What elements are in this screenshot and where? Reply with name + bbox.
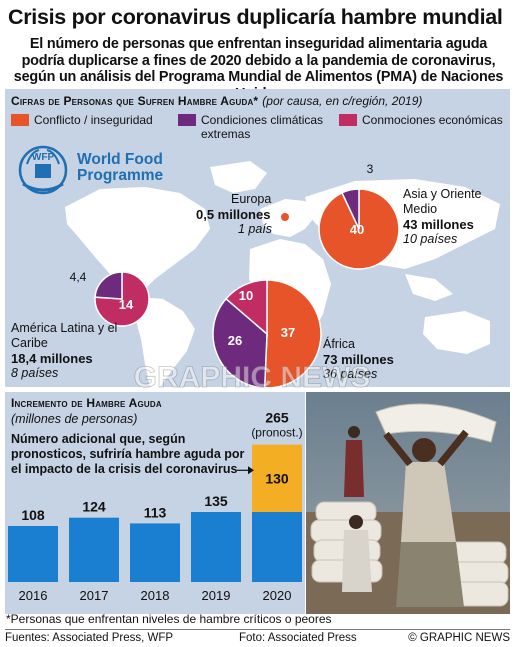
region-europe: Europa 0,5 millones 1 país — [196, 192, 311, 237]
footnote: *Personas que enfrentan niveles de hambr… — [6, 612, 332, 626]
x-tick-2020: 2020 — [263, 588, 292, 603]
africa-value: 73 millones — [323, 352, 394, 367]
europe-dot — [281, 213, 289, 221]
region-america: América Latina y el Caribe 18,4 millones… — [11, 321, 131, 381]
pie-africa-label-conflict: 37 — [281, 325, 295, 340]
bar-2019 — [191, 512, 241, 582]
wfp-badge: WFP — [32, 152, 55, 163]
data-label-2019: 135 — [204, 493, 228, 509]
europe-value: 0,5 millones — [196, 207, 271, 222]
page-title: Crisis por coronavirus duplicaría hambre… — [8, 5, 503, 29]
asia-countries: 10 países — [403, 232, 458, 246]
bars-heading: Incremento de Hambre Aguda — [11, 396, 162, 410]
america-name: América Latina y el Caribe — [11, 321, 118, 350]
map-panel: Cifras de Personas que Sufren Hambre Agu… — [5, 89, 510, 387]
europe-countries: 1 país — [238, 222, 273, 236]
photo — [306, 392, 510, 614]
bars-subheading: (millones de personas) — [11, 412, 138, 426]
legend-swatch-conflict — [11, 114, 29, 126]
pie-africa-slice-economic — [224, 279, 268, 336]
map-heading-note: (por causa, en c/región, 2019) — [262, 94, 423, 108]
bar-2020-increase — [252, 444, 302, 512]
wfp-logo-text: World Food Programme — [77, 152, 163, 184]
x-tick-2019: 2019 — [202, 588, 231, 603]
photo-image — [306, 392, 510, 614]
legend-swatch-climate — [178, 114, 196, 126]
pie-asia-label-conflict: 40 — [350, 222, 364, 237]
wfp-logo-line2: Programme — [77, 167, 164, 184]
pie-africa-slice-conflict — [263, 279, 322, 387]
legend-label-climate: Condiciones climáticas extremas — [201, 113, 324, 141]
america-countries: 8 países — [11, 366, 59, 380]
pie-africa-slice-climate — [212, 297, 268, 387]
bar-2016 — [8, 526, 58, 582]
pie-america-label-economic: 14 — [119, 297, 134, 312]
wfp-logo-icon: WFP — [18, 145, 68, 195]
footer-divider — [5, 629, 510, 630]
x-tick-2018: 2018 — [141, 588, 170, 603]
projection-label: (pronost.) — [251, 426, 302, 440]
region-africa: África 73 millones 36 países — [323, 337, 413, 382]
africa-countries: 36 países — [323, 367, 378, 381]
bar-chart-panel: Incremento de Hambre Aguda (millones de … — [5, 392, 305, 614]
pie-africa-label-economic: 10 — [239, 288, 253, 303]
america-value: 18,4 millones — [11, 351, 93, 366]
asia-name: Asia y Oriente Medio — [403, 187, 482, 216]
photo-credit: Foto: Associated Press — [239, 632, 357, 644]
africa-name: África — [323, 337, 355, 351]
bar-2017 — [69, 517, 119, 582]
map-heading: Cifras de Personas que Sufren Hambre Agu… — [11, 94, 422, 108]
data-label-2018: 113 — [144, 504, 167, 520]
pie-africa: 37 26 10 — [212, 279, 322, 387]
europe-name: Europa — [231, 192, 272, 206]
asia-value: 43 millones — [403, 217, 474, 232]
pie-america-slice-climate — [94, 271, 123, 300]
data-label-2020-total: 265 — [265, 410, 289, 426]
map-heading-title: Cifras de Personas que Sufren Hambre Agu… — [11, 94, 259, 108]
sources: Fuentes: Associated Press, WFP — [5, 632, 174, 644]
data-label-2017: 124 — [82, 499, 106, 515]
pie-asia-slice-climate — [341, 188, 360, 230]
x-tick-2017: 2017 — [80, 588, 109, 603]
legend-label-economic: Conmociones económicas — [362, 113, 503, 127]
pie-africa-label-climate: 26 — [228, 333, 242, 348]
bars-description: Número adicional que, según pronosticos,… — [11, 432, 245, 476]
pointer-arrowhead — [248, 466, 254, 475]
pie-asia-label-climate: 3 — [367, 162, 374, 176]
data-label-2020-increase: 130 — [265, 470, 289, 486]
bar-2018 — [130, 523, 180, 582]
pie-america-label-climate: 4,4 — [70, 270, 87, 284]
pie-asia: 40 3 — [318, 162, 400, 270]
wfp-logo-line1: World Food — [77, 151, 163, 168]
legend-swatch-economic — [339, 114, 357, 126]
legend-label-conflict: Conflicto / inseguridad — [34, 113, 153, 127]
x-tick-2016: 2016 — [19, 588, 48, 603]
brand: © GRAPHIC NEWS — [408, 632, 510, 644]
bar-2020 — [252, 512, 302, 582]
pie-america: 144,4 — [70, 270, 150, 327]
data-label-2016: 108 — [21, 507, 45, 523]
bar-chart: 108 2016 124 2017 113 2018 135 2019 130 265(prono… — [8, 410, 303, 603]
region-asia: Asia y Oriente Medio 43 millones 10 país… — [403, 187, 508, 247]
